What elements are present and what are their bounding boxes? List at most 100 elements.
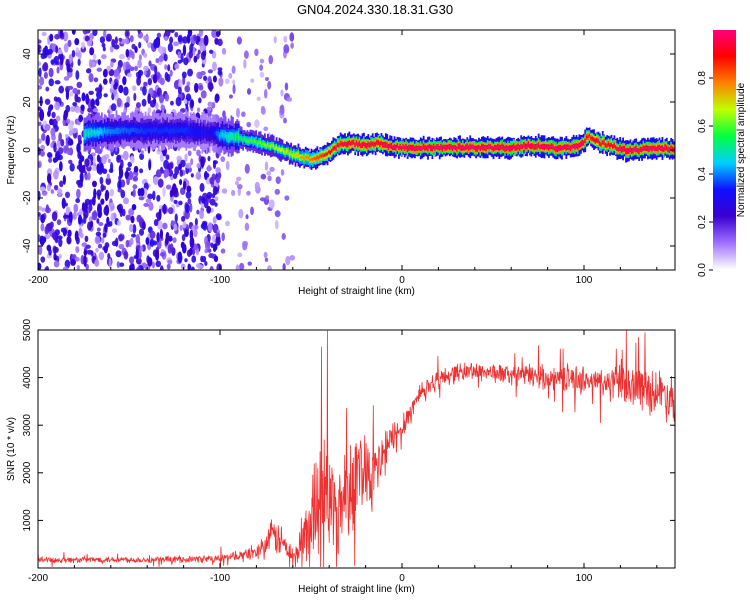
heatmap-cell [164,64,168,70]
heatmap-cell [195,263,201,268]
heatmap-cell [193,34,197,42]
heatmap-cell [38,44,41,50]
heatmap-cell [110,61,114,68]
heatmap-cell [43,71,48,79]
colorbar-cell [713,226,736,229]
heatmap-cell [517,145,520,148]
heatmap-cell [124,102,130,108]
line-xtick-label: -200 [28,573,48,584]
heatmap-cell [534,145,537,149]
heatmap-cell [97,243,103,249]
heatmap-cell [96,218,100,224]
heatmap-cell [578,143,581,147]
heatmap-cell [118,164,123,174]
heatmap-cell [51,232,57,240]
heatmap-cell [274,146,277,151]
heatmap-cell [569,146,572,150]
colorbar-cell [713,38,736,41]
heatmap-cell [203,170,208,181]
heatmap-cell [206,191,213,199]
heatmap-cell [127,161,133,168]
heatmap-cell [50,142,55,149]
heatmap-cell [164,71,169,81]
heatmap-cell [671,148,674,151]
heatmap-cell [432,145,435,148]
heatmap-cell [194,224,199,230]
heatmap-cell [215,232,221,238]
heatmap-cell [281,148,284,152]
heatmap-cell [102,46,106,52]
heatmap-cell [97,208,102,219]
heatmap-cell [216,263,223,270]
heatmap-cell [103,93,108,98]
heatmap-cell [133,92,137,102]
heatmap-cell [125,128,128,134]
colorbar-cell [713,168,736,171]
heatmap-cell [397,146,400,150]
heatmap-cell [111,128,113,134]
heatmap-cell [63,43,69,53]
heatmap-cell [74,38,80,46]
colorbar-cell [713,58,736,61]
heatmap-cell [339,142,342,145]
heatmap-cell [186,127,189,133]
colorbar-cell [713,152,736,155]
heatmap-cell [49,118,54,126]
colorbar-cell [713,230,736,233]
heatmap-cell [182,44,187,57]
heatmap-cell [451,146,454,150]
line-ytick-label: 3000 [22,414,33,437]
heatmap-cell [236,36,242,45]
heatmap-cell [244,222,250,231]
heatmap-cell [485,146,488,150]
heatmap-cell [69,91,74,97]
heatmap-cell [365,144,368,148]
heatmap-cell [349,142,352,145]
heatmap-cell [665,146,668,150]
heatmap-cell [132,175,138,182]
heatmap-cell [46,152,52,158]
colorbar-tick-label: 0.6 [697,119,708,133]
heatmap-cell [380,141,383,145]
heatmap-cell [246,139,249,143]
heatmap-cell [300,155,303,160]
heatmap-cell [38,85,43,90]
heatmap-cell [204,240,211,251]
heatmap-cell [160,129,163,135]
heatmap-cell [115,127,118,134]
heatmap-cell [283,35,288,43]
heatmap-cell [428,145,431,148]
heatmap-cell [155,102,159,110]
heatmap-cell [85,93,90,105]
heatmap-cell [148,60,152,67]
heatmap-cell [206,205,212,214]
heatmap-cell [51,111,56,119]
heatmap-cell [614,146,617,149]
heatmap-cell [154,249,160,261]
heatmap-cell [664,145,667,149]
colorbar-cell [713,128,736,131]
heatmap-cell [54,101,61,111]
heatmap-cell [178,200,183,206]
heatmap-cell [259,58,265,64]
heatmap-cell [518,146,521,150]
heatmap-cell [215,30,221,38]
heatmap-cell [77,214,83,225]
heatmap-cell [163,168,170,178]
heatmap-cell [267,80,272,90]
heatmap-cell [92,180,97,188]
heatmap-cells [38,30,675,270]
heatmap-cell [381,143,384,147]
heatmap-cell [470,145,473,149]
heatmap-cell [138,196,145,201]
heatmap-cell [41,133,46,142]
heatmap-cell [106,65,111,72]
heatmap-cell [282,150,285,153]
heatmap-cell [187,263,191,270]
heatmap-cell [147,78,153,86]
colorbar-cell [713,44,736,47]
heatmap-cell [651,147,654,150]
heatmap-cell [38,61,42,66]
colorbar-cell [713,100,736,103]
heatmap-cell [131,263,135,270]
